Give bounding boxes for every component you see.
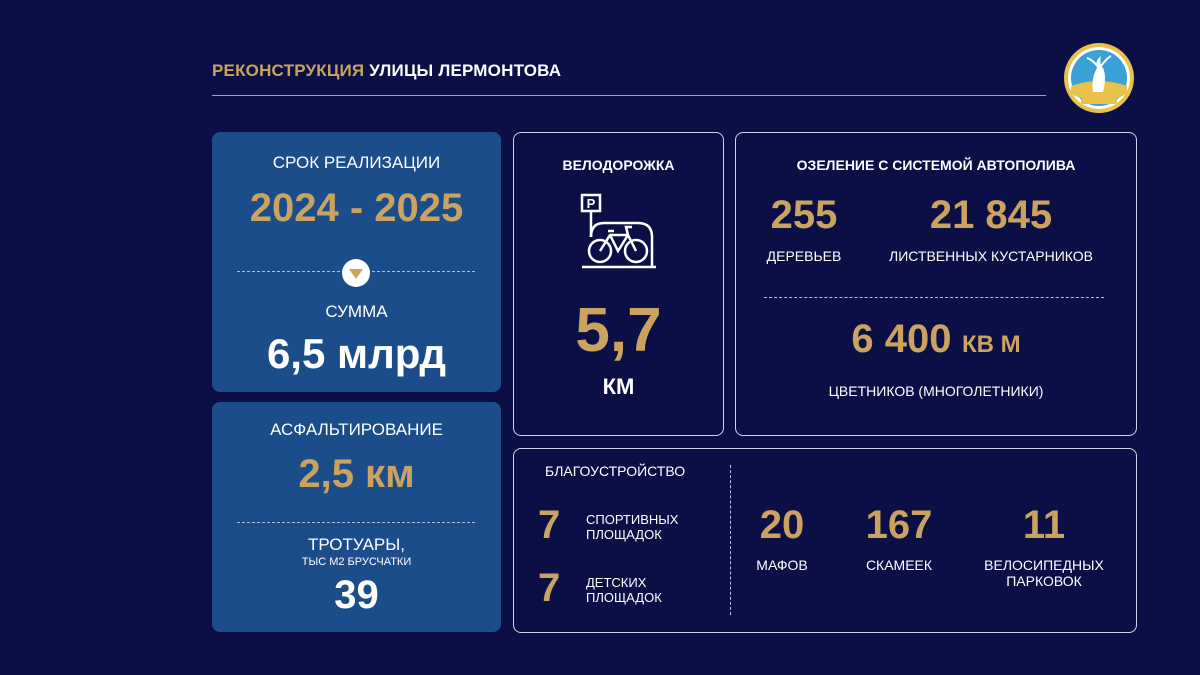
title-rest: УЛИЦЫ ЛЕРМОНТОВА bbox=[369, 61, 562, 80]
kids-grounds-label-line2: ПЛОЩАДОК bbox=[586, 590, 662, 605]
kids-grounds-label-line1: ДЕТСКИХ bbox=[586, 575, 647, 590]
sidewalks-sublabel: ТЫС М2 БРУСЧАТКИ bbox=[301, 556, 412, 568]
sport-grounds-value: 7 bbox=[538, 503, 561, 547]
svg-text:P: P bbox=[587, 196, 596, 211]
asphalt-divider bbox=[237, 522, 475, 523]
title-highlight: РЕКОНСТРУКЦИЯ bbox=[212, 61, 365, 80]
kids-grounds-value: 7 bbox=[538, 566, 561, 610]
asphalt-panel: АСФАЛЬТИРОВАНИЕ 2,5 км ТРОТУАРЫ, ТЫС М2 … bbox=[212, 402, 501, 632]
mafs-value: 20 bbox=[759, 503, 805, 547]
flowers-figure: 6 400 КВ М bbox=[736, 317, 1136, 362]
bike-lane-unit: КМ bbox=[602, 374, 635, 399]
trees-label: ДЕРЕВЬЕВ bbox=[766, 248, 842, 264]
asphalt-value: 2,5 км bbox=[298, 452, 415, 496]
flowers-value: 6 400 bbox=[851, 317, 952, 361]
landscaping-panel: БЛАГОУСТРОЙСТВО 7 СПОРТИВНЫХ ПЛОЩАДОК 7 … bbox=[513, 448, 1137, 633]
implementation-panel: СРОК РЕАЛИЗАЦИИ 2024 - 2025 СУММА 6,5 мл… bbox=[212, 132, 501, 392]
sidewalks-label: ТРОТУАРЫ, bbox=[307, 535, 406, 554]
shrubs-label: ЛИСТВЕННЫХ КУСТАРНИКОВ bbox=[889, 248, 1093, 264]
bike-lane-panel: ВЕЛОДОРОЖКА P 5,7 КМ bbox=[513, 132, 724, 436]
bike-parking-label: ВЕЛОСИПЕДНЫХ ПАРКОВОК bbox=[964, 557, 1124, 589]
page-title: РЕКОНСТРУКЦИЯ УЛИЦЫ ЛЕРМОНТОВА bbox=[212, 61, 561, 81]
benches-label: СКАМЕЕК bbox=[865, 557, 933, 573]
bike-lane-value: 5,7 bbox=[575, 296, 662, 365]
region-emblem-icon bbox=[1064, 43, 1134, 113]
term-label: СРОК РЕАЛИЗАЦИИ bbox=[272, 153, 441, 172]
benches-value: 167 bbox=[865, 503, 933, 547]
flowers-unit: КВ М bbox=[961, 331, 1021, 358]
down-arrow-icon bbox=[342, 259, 370, 287]
term-value: 2024 - 2025 bbox=[249, 186, 464, 230]
sport-grounds-label: СПОРТИВНЫХ ПЛОЩАДОК bbox=[586, 512, 678, 542]
bicycle-parking-icon: P bbox=[580, 193, 656, 269]
greening-divider bbox=[764, 297, 1104, 298]
kids-grounds-label: ДЕТСКИХ ПЛОЩАДОК bbox=[586, 575, 662, 605]
flowers-label: ЦВЕТНИКОВ (МНОГОЛЕТНИКИ) bbox=[828, 383, 1044, 399]
bike-parking-value: 11 bbox=[1022, 503, 1066, 547]
landscaping-divider bbox=[730, 465, 731, 615]
trees-value: 255 bbox=[770, 193, 838, 237]
shrubs-value: 21 845 bbox=[929, 193, 1053, 237]
sidewalks-value: 39 bbox=[334, 573, 379, 617]
bike-lane-label: ВЕЛОДОРОЖКА bbox=[562, 157, 675, 173]
greening-label: ОЗЕЛЕНИЕ С СИСТЕМОЙ АВТОПОЛИВА bbox=[796, 157, 1076, 173]
asphalt-label: АСФАЛЬТИРОВАНИЕ bbox=[270, 420, 443, 439]
landscaping-label: БЛАГОУСТРОЙСТВО bbox=[545, 463, 686, 479]
sum-label: СУММА bbox=[325, 302, 388, 321]
bike-parking-label-line1: ВЕЛОСИПЕДНЫХ bbox=[984, 557, 1104, 573]
sum-value: 6,5 млрд bbox=[266, 330, 447, 377]
greening-panel: ОЗЕЛЕНИЕ С СИСТЕМОЙ АВТОПОЛИВА 255 ДЕРЕВ… bbox=[735, 132, 1137, 436]
mafs-label: МАФОВ bbox=[756, 557, 808, 573]
bike-parking-label-line2: ПАРКОВОК bbox=[1006, 573, 1082, 589]
sport-grounds-label-line2: ПЛОЩАДОК bbox=[586, 527, 662, 542]
title-divider bbox=[212, 95, 1046, 96]
sport-grounds-label-line1: СПОРТИВНЫХ bbox=[586, 512, 679, 527]
